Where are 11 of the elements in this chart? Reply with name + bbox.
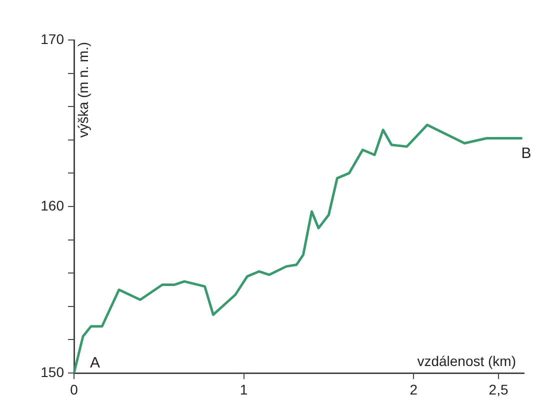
y-axis-title: výška (m n. m.) <box>74 42 91 138</box>
y-tick-label: 160 <box>40 197 64 214</box>
x-tick-label: 0 <box>70 381 78 398</box>
x-axis-title: vzdálenost (km) <box>417 352 516 369</box>
x-tick-label: 1 <box>240 381 248 398</box>
y-tick-label: 150 <box>40 364 64 380</box>
annotation: B <box>521 144 532 162</box>
x-tick-label: 2 <box>410 381 418 398</box>
annotation: A <box>90 354 100 372</box>
y-tick-label: 170 <box>40 30 64 47</box>
x-tick-label: 2,5 <box>488 381 508 398</box>
